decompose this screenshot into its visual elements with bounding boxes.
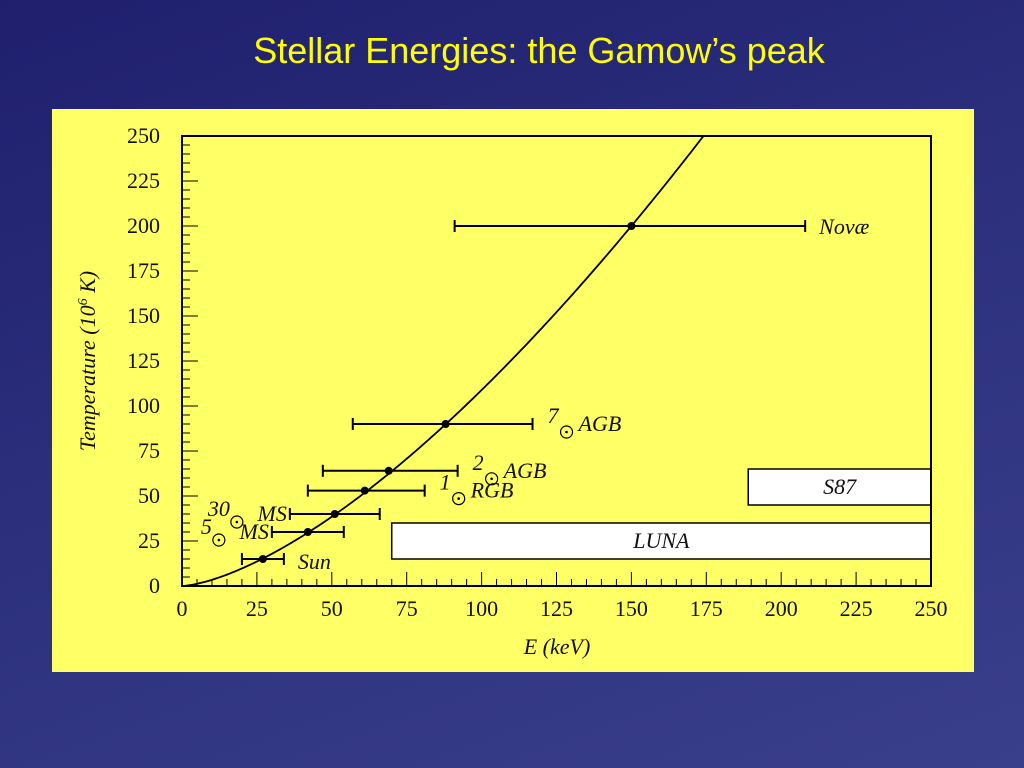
x-axis-label: E (keV) — [523, 634, 591, 659]
point-label-mass: 30 — [207, 496, 230, 521]
y-tick-label: 175 — [127, 258, 160, 283]
solar-mass-symbol-dot — [217, 538, 221, 542]
point-label-phase: RGB — [470, 478, 514, 503]
y-axis-label-tail: K) — [75, 271, 100, 299]
y-tick-label: 200 — [127, 213, 160, 238]
plot-frame — [181, 135, 932, 587]
y-axis-label-exp: 6 — [76, 298, 91, 305]
data-point — [441, 420, 450, 428]
y-tick-label: 125 — [127, 348, 160, 373]
axis-ticks: 0 25 50 75 100 125 150 175 200 225 250025507510012… — [127, 123, 948, 621]
data-point — [627, 222, 636, 230]
x-tick-label: 200 — [765, 596, 798, 621]
y-tick-label: 250 — [127, 123, 160, 148]
point-label-phase: AGB — [502, 458, 547, 483]
y-tick-label: 0 — [149, 573, 160, 598]
point-label: Novæ — [818, 214, 869, 239]
range-box-label: S87 — [823, 474, 857, 499]
slide-title: Stellar Energies: the Gamow’s peak — [253, 30, 825, 71]
data-point — [384, 466, 393, 475]
y-tick-label: 100 — [127, 393, 160, 418]
y-axis-label-main: Temperature (10 — [75, 305, 100, 451]
solar-mass-symbol-dot — [565, 430, 568, 434]
solar-mass-symbol — [452, 492, 466, 506]
x-tick-label: 175 — [690, 596, 723, 621]
solar-mass-symbol — [559, 425, 574, 439]
solar-mass-symbol — [485, 472, 499, 486]
y-tick-label: 25 — [138, 528, 160, 553]
data-points: Sun MS 5 MS 30 1 RGB 2 AGB 7 AGB Novæ — [201, 214, 870, 574]
x-tick-label: 0 — [177, 596, 188, 621]
data-point — [360, 486, 369, 495]
point-label-phase: AGB — [577, 411, 622, 436]
gamow-chart: 0 25 50 75 100 125 150 175 200 225 250025507510012… — [75, 123, 948, 659]
solar-mass-symbol-dot — [490, 477, 493, 481]
y-axis-label: Temperature (106 K) — [75, 271, 100, 451]
point-label-phase: MS — [257, 501, 287, 526]
data-point — [258, 555, 267, 563]
point-label-mass: 5 — [201, 514, 212, 539]
x-tick-label: 125 — [540, 596, 573, 621]
x-tick-label: 25 — [246, 596, 268, 621]
point-label-mass: 7 — [548, 403, 560, 428]
range-box-label: LUNA — [632, 528, 690, 553]
solar-mass-symbol-dot — [457, 497, 460, 500]
y-tick-label: 75 — [138, 438, 160, 463]
range-box — [747, 468, 932, 506]
solar-mass-symbol — [230, 515, 244, 529]
data-point — [330, 510, 339, 518]
x-tick-label: 75 — [396, 596, 418, 621]
solar-mass-symbol — [212, 533, 226, 547]
x-tick-label: 150 — [615, 596, 648, 621]
gamow-curve — [181, 135, 705, 587]
point-label-phase: MS — [239, 519, 269, 544]
solar-mass-symbol-dot — [235, 520, 239, 524]
point-label-mass: 1 — [440, 470, 451, 495]
point-label-mass: 2 — [473, 450, 484, 475]
data-point — [303, 528, 312, 536]
chart-panel: 0 25 50 75 100 125 150 175 200 225 250 0 25 50 75 100 12… — [52, 109, 974, 672]
x-tick-label: 50 — [321, 596, 343, 621]
energy-range-boxes: LUNA S87 — [390, 468, 932, 560]
y-tick-label: 225 — [127, 168, 160, 193]
x-tick-label: 100 — [465, 596, 498, 621]
x-tick-label: 250 — [915, 596, 948, 621]
y-tick-label: 50 — [138, 483, 160, 508]
y-tick-label: 150 — [127, 303, 160, 328]
x-tick-label: 225 — [840, 596, 873, 621]
point-label: Sun — [298, 549, 331, 574]
